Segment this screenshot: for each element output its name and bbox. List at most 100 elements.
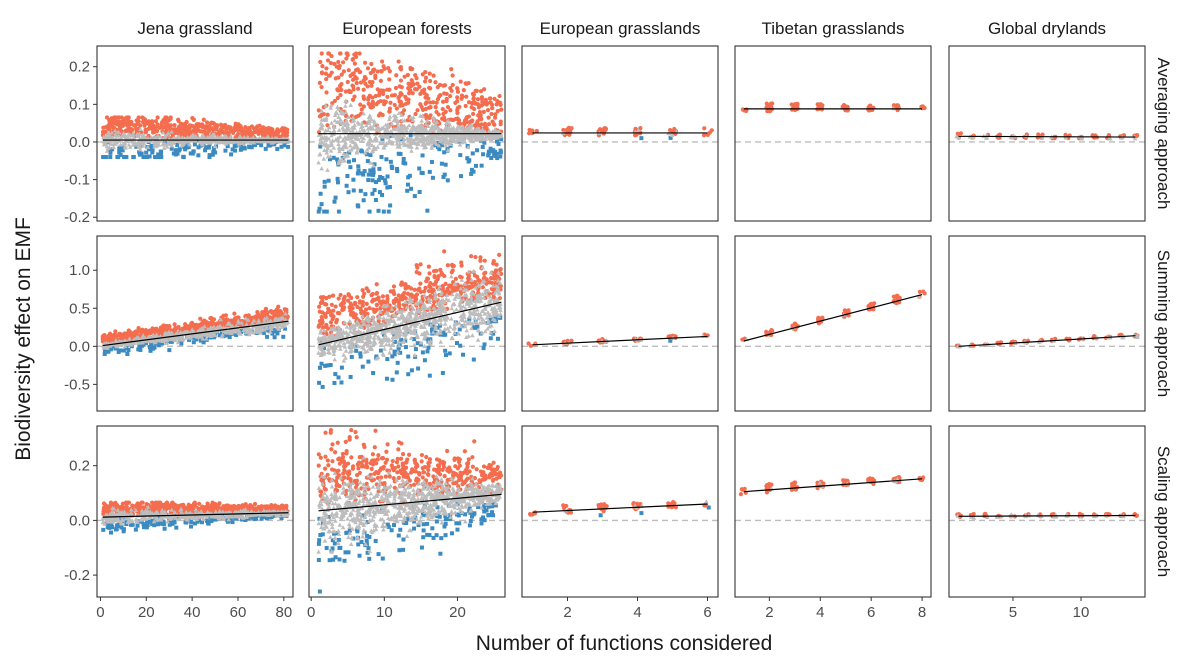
x-axis-title: Number of functions considered: [476, 632, 773, 655]
point-positive: [382, 66, 387, 71]
point-neutral: [101, 139, 107, 144]
point-neutral: [410, 123, 416, 128]
point-neutral: [339, 156, 345, 161]
point-neutral: [336, 141, 341, 147]
point-positive: [468, 119, 473, 124]
point-neutral: [420, 142, 425, 147]
point-neutral: [109, 130, 115, 135]
point-positive: [476, 278, 481, 283]
point-neutral: [429, 145, 435, 150]
point-neutral: [341, 151, 346, 156]
point-neutral: [317, 151, 323, 156]
point-positive: [263, 306, 269, 311]
point-neutral: [338, 109, 344, 114]
point-positive: [455, 99, 460, 104]
point-positive: [422, 91, 427, 96]
point-neutral: [412, 352, 418, 358]
point-negative: [385, 357, 390, 362]
point-negative: [479, 163, 484, 168]
point-neutral: [420, 113, 426, 118]
point-positive: [207, 124, 212, 129]
point-negative: [365, 159, 370, 164]
point-negative: [425, 349, 430, 354]
point-neutral: [130, 142, 136, 147]
point-negative: [170, 339, 175, 344]
point-neutral: [343, 355, 348, 360]
point-negative: [137, 150, 142, 155]
point-neutral: [188, 335, 194, 340]
point-positive: [432, 299, 437, 305]
point-neutral: [468, 295, 474, 300]
point-positive: [766, 108, 772, 114]
y-axis-title: Biodiversity effect on EMF: [12, 217, 35, 461]
point-positive: [201, 117, 206, 122]
point-neutral: [470, 139, 475, 144]
point-positive: [709, 128, 714, 133]
point-negative: [437, 323, 442, 328]
point-neutral: [433, 121, 438, 127]
point-negative: [323, 363, 328, 368]
point-positive: [475, 97, 481, 102]
point-neutral: [269, 326, 274, 331]
point-positive: [325, 112, 330, 117]
point-positive: [326, 306, 331, 311]
point-negative: [187, 337, 192, 342]
point-positive: [534, 128, 539, 134]
point-negative: [198, 338, 203, 343]
point-negative: [390, 354, 395, 359]
point-positive: [427, 283, 432, 289]
point-neutral: [283, 317, 289, 322]
point-neutral: [185, 335, 190, 340]
point-neutral: [110, 135, 115, 140]
point-positive: [396, 95, 401, 101]
point-neutral: [251, 139, 256, 144]
point-negative: [406, 175, 411, 180]
point-positive: [345, 51, 350, 56]
point-positive: [366, 101, 371, 106]
point-positive: [482, 258, 487, 263]
point-positive: [422, 87, 427, 92]
point-positive: [341, 69, 346, 74]
point-positive: [428, 105, 433, 110]
point-neutral: [226, 138, 231, 143]
point-neutral: [496, 287, 501, 292]
point-positive: [479, 95, 485, 100]
point-neutral: [428, 322, 434, 327]
point-neutral: [344, 125, 350, 131]
point-neutral: [321, 156, 327, 161]
point-positive: [348, 307, 353, 312]
point-negative: [377, 190, 382, 195]
point-positive: [442, 273, 447, 279]
point-neutral: [462, 139, 468, 144]
point-neutral: [140, 333, 146, 338]
point-negative: [390, 166, 395, 171]
point-negative: [376, 208, 381, 213]
point-positive: [281, 132, 286, 137]
point-neutral: [386, 117, 392, 122]
point-neutral: [368, 160, 373, 165]
point-positive: [335, 95, 340, 101]
point-negative: [190, 151, 195, 156]
point-positive: [155, 115, 160, 120]
point-positive: [472, 106, 477, 112]
point-neutral: [323, 137, 329, 142]
point-positive: [382, 102, 387, 107]
point-negative: [192, 142, 197, 147]
point-neutral: [250, 326, 255, 331]
point-neutral: [140, 143, 146, 148]
point-negative: [247, 144, 252, 149]
point-neutral: [460, 317, 465, 322]
point-positive: [116, 115, 122, 120]
point-neutral: [371, 341, 377, 346]
point-negative: [114, 346, 119, 351]
point-positive: [173, 326, 178, 331]
point-neutral: [449, 306, 455, 311]
point-neutral: [492, 127, 498, 132]
point-positive: [180, 125, 185, 131]
point-neutral: [367, 113, 373, 118]
point-negative: [447, 351, 452, 356]
point-neutral: [493, 296, 499, 301]
y-tick-label: 0.1: [69, 96, 90, 113]
point-positive: [423, 75, 429, 80]
point-positive: [333, 304, 338, 309]
